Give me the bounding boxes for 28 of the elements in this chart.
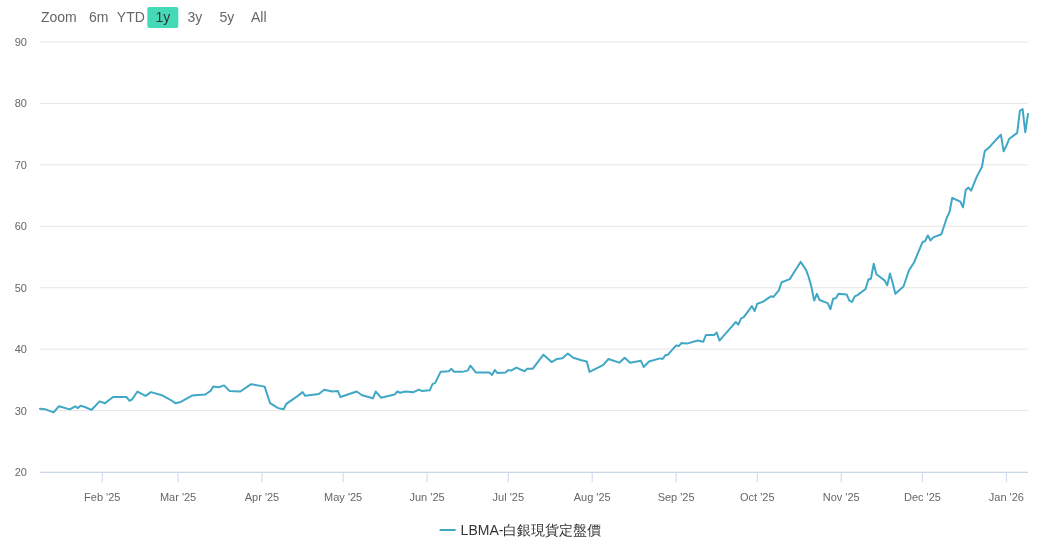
range-button-label: YTD — [116, 9, 145, 25]
x-tick-label: Mar '25 — [159, 491, 197, 503]
x-tick-label: Jun '25 — [409, 491, 445, 503]
y-tick-label: 90 — [14, 36, 27, 48]
x-tick-label: Oct '25 — [740, 491, 775, 503]
y-tick-label: 50 — [14, 281, 27, 294]
range-button-label: 1y — [155, 9, 171, 25]
x-tick-label: Aug '25 — [573, 491, 611, 503]
y-tick-label: 30 — [14, 404, 27, 417]
x-tick-label: Jul '25 — [492, 491, 525, 503]
y-tick-label: 70 — [14, 158, 27, 171]
y-tick-label: 80 — [14, 97, 27, 110]
range-button-label: All — [251, 9, 267, 25]
x-tick-label: Jan '26 — [988, 491, 1024, 503]
x-tick-label: Apr '25 — [244, 491, 280, 503]
y-tick-label: 40 — [14, 343, 27, 356]
x-tick-label: Nov '25 — [822, 491, 860, 503]
range-button-label: 3y — [187, 9, 203, 25]
y-tick-label: 20 — [14, 466, 27, 478]
range-label: Zoom — [41, 9, 77, 25]
x-tick-label: Feb '25 — [84, 491, 121, 503]
range-button-label: 5y — [219, 9, 235, 25]
y-tick-label: 60 — [14, 220, 27, 233]
x-tick-label: May '25 — [324, 491, 363, 503]
x-tick-label: Sep '25 — [657, 491, 695, 503]
x-tick-label: Dec '25 — [903, 491, 941, 503]
range-button-label: 6m — [89, 9, 109, 25]
legend: LBMA-白銀現貨定盤價 — [438, 522, 602, 538]
